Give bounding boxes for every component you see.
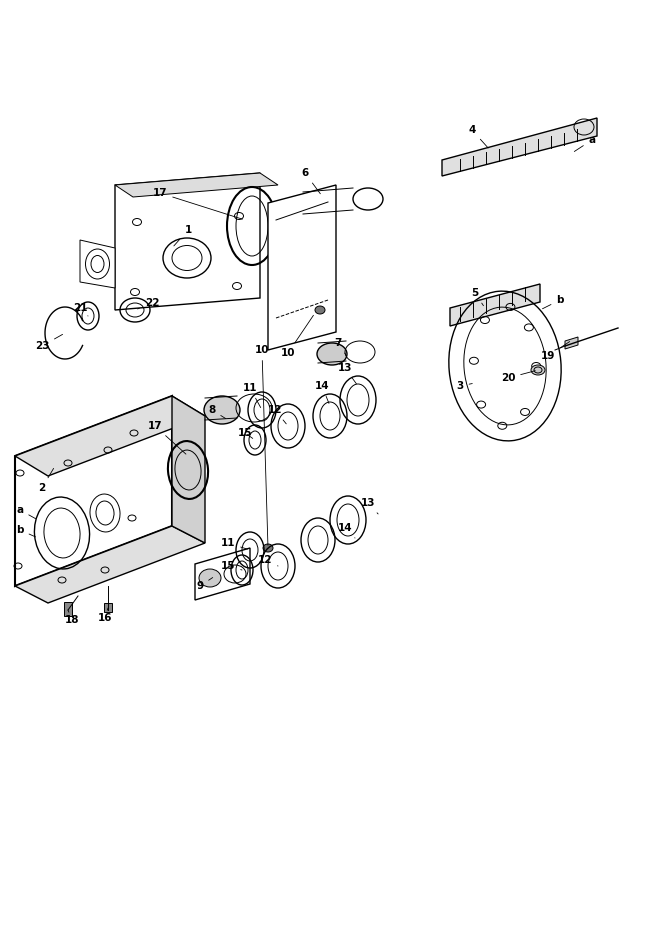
Polygon shape: [450, 284, 540, 326]
Text: 13: 13: [338, 363, 356, 384]
Text: a: a: [16, 505, 36, 519]
Text: 2: 2: [38, 468, 54, 493]
Text: 12: 12: [267, 405, 286, 424]
Polygon shape: [565, 337, 578, 349]
Text: b: b: [542, 295, 564, 309]
Text: 3: 3: [456, 381, 472, 391]
Ellipse shape: [303, 192, 333, 214]
Text: 13: 13: [361, 498, 378, 514]
Text: a: a: [575, 135, 595, 151]
Text: 14: 14: [338, 523, 355, 538]
Text: 1: 1: [174, 225, 192, 246]
Text: 7: 7: [334, 338, 347, 356]
Polygon shape: [442, 118, 597, 176]
Text: 18: 18: [65, 610, 79, 625]
Text: 21: 21: [73, 303, 88, 316]
Polygon shape: [115, 173, 260, 310]
Text: 10: 10: [281, 315, 313, 358]
Text: 17: 17: [148, 421, 186, 454]
Polygon shape: [15, 396, 172, 586]
Text: b: b: [16, 525, 36, 537]
Text: 14: 14: [314, 381, 329, 403]
Text: 4: 4: [468, 125, 488, 148]
Text: 20: 20: [501, 371, 536, 383]
Text: 23: 23: [35, 334, 62, 351]
Ellipse shape: [317, 343, 347, 365]
Ellipse shape: [204, 396, 240, 424]
Text: 17: 17: [153, 188, 243, 219]
Text: 9: 9: [196, 578, 213, 591]
Polygon shape: [268, 185, 336, 350]
Polygon shape: [15, 526, 205, 603]
Ellipse shape: [315, 306, 325, 314]
Ellipse shape: [263, 544, 273, 552]
Text: 15: 15: [220, 561, 242, 571]
Ellipse shape: [531, 365, 545, 375]
Text: 10: 10: [255, 345, 269, 545]
Text: 15: 15: [238, 428, 253, 438]
Polygon shape: [195, 548, 250, 600]
Polygon shape: [115, 173, 278, 197]
Text: 8: 8: [208, 405, 226, 418]
Text: 11: 11: [243, 383, 261, 408]
Text: 11: 11: [220, 538, 247, 549]
Polygon shape: [172, 396, 205, 543]
Polygon shape: [15, 396, 205, 476]
Ellipse shape: [199, 569, 221, 587]
Text: 6: 6: [301, 168, 321, 194]
Text: 12: 12: [258, 555, 278, 566]
Polygon shape: [64, 602, 72, 616]
Text: 22: 22: [138, 298, 159, 309]
Text: 16: 16: [97, 608, 112, 623]
Polygon shape: [80, 240, 115, 288]
Polygon shape: [104, 603, 112, 612]
Text: 5: 5: [471, 288, 483, 306]
Text: 19: 19: [541, 341, 570, 361]
